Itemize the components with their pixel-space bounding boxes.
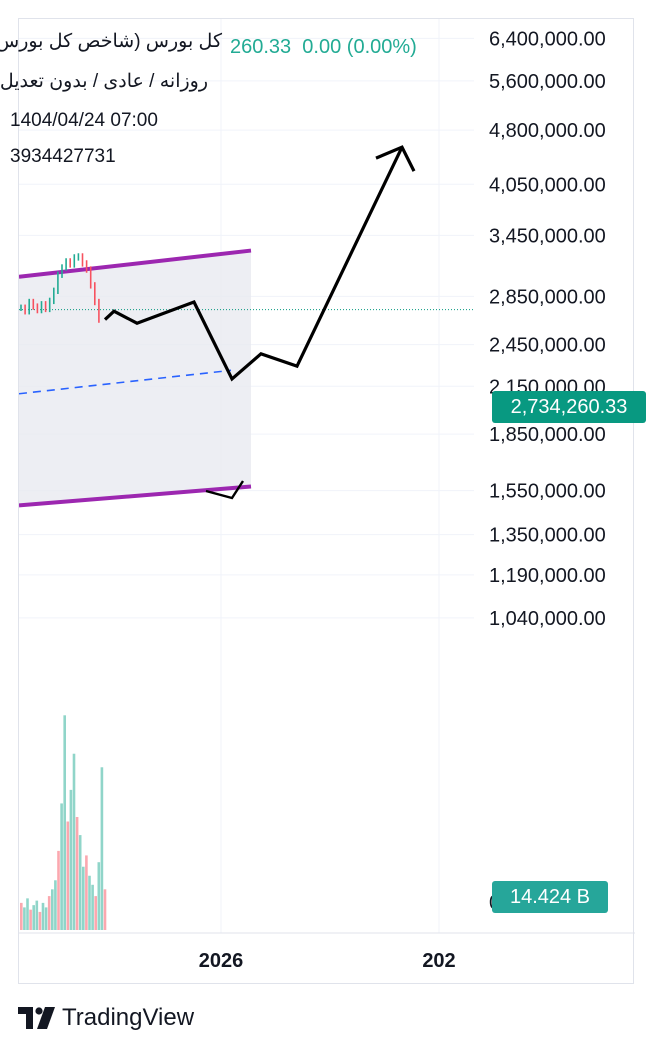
price-tick-label: 4,050,000.00 (489, 174, 606, 196)
volume-bar (41, 902, 45, 930)
time-tick-label: 2026 (199, 950, 244, 972)
volume-bar (94, 896, 97, 930)
price-tick-label: 5,600,000.00 (489, 71, 606, 93)
channel-fill (19, 250, 251, 506)
trough-hook (205, 480, 245, 500)
volume-bar (38, 911, 42, 930)
time-tick-label: 202 (422, 950, 455, 972)
volume-bar (20, 902, 23, 930)
volume-bar (72, 753, 76, 930)
volume-bar (82, 866, 85, 930)
volume-bar (103, 889, 107, 930)
price-tick-label: 1,350,000.00 (489, 525, 606, 547)
volume-histogram (20, 715, 107, 930)
channel-midline[interactable] (19, 369, 232, 395)
price-tick-label: 6,400,000.00 (489, 28, 606, 50)
price-axis[interactable]: 6,400,000.00 5,600,000.00 4,800,000.00 4,05… (489, 28, 606, 914)
volume-bar (60, 803, 63, 930)
volume-label: 14.424 B (509, 886, 591, 908)
chart-canvas[interactable]: 6,400,000.00 5,600,000.00 4,800,000.00 4,05… (19, 19, 635, 985)
channel-lower-line[interactable] (19, 484, 252, 508)
price-tick-label: 3,450,000.00 (489, 225, 606, 247)
price-tick-label: 1,040,000.00 (489, 608, 606, 630)
price-tick-label: 2,450,000.00 (489, 335, 606, 357)
projection-path[interactable] (103, 146, 404, 382)
volume-bar (97, 862, 101, 930)
last-price-badge: 2,734,260.33 (492, 391, 646, 423)
price-tick-label: 1,850,000.00 (489, 424, 606, 446)
volume-bar (100, 767, 104, 930)
tradingview-icon (18, 1007, 55, 1029)
volume-bar (69, 789, 73, 930)
symbol-title[interactable]: کل بورس (شاخص کل بورس) (0, 31, 222, 52)
datetime-label: 1404/04/24 07:00 (10, 110, 158, 131)
tradingview-wordmark: TradingView (62, 1004, 195, 1031)
price-tick-label: 1,190,000.00 (489, 565, 606, 587)
volume-value: 3934427731 (10, 146, 116, 167)
volume-bar (78, 835, 82, 930)
arrow-head (375, 145, 416, 172)
time-axis[interactable]: 2026 202 (199, 950, 456, 972)
volume-bar (63, 715, 66, 930)
volume-bar (54, 880, 57, 930)
last-price-label: 2,734,260.33 (510, 396, 628, 418)
volume-badge: 14.424 B (492, 881, 608, 913)
price-change: 0.00 (0.00%) (302, 36, 417, 58)
chart-pane[interactable]: 6,400,000.00 5,600,000.00 4,800,000.00 4,05… (18, 18, 646, 985)
volume-bar (88, 875, 91, 930)
volume-bar (32, 905, 35, 930)
interval-label[interactable]: روزانه / عادی / بدون تعدیل (0, 71, 208, 92)
volume-bar (91, 884, 94, 930)
volume-bar (26, 898, 29, 930)
price-series (20, 253, 245, 500)
price-tick-label: 1,550,000.00 (489, 481, 606, 503)
legend-price-row: 260.33 0.00 (0.00%) (230, 36, 417, 59)
volume-bar (44, 907, 48, 930)
price-tick-label: 4,800,000.00 (489, 120, 606, 142)
volume-bar (85, 855, 88, 930)
volume-bar (23, 907, 26, 930)
tradingview-logo[interactable]: TradingView (18, 1003, 194, 1033)
price-value: 260.33 (230, 36, 292, 58)
volume-bar (47, 896, 51, 930)
volume-bar (57, 850, 60, 930)
volume-bar (66, 821, 70, 930)
volume-bar (51, 889, 54, 930)
volume-bar (29, 909, 32, 930)
volume-bar (75, 817, 79, 930)
volume-bar (35, 900, 39, 930)
price-tick-label: 2,850,000.00 (489, 286, 606, 308)
